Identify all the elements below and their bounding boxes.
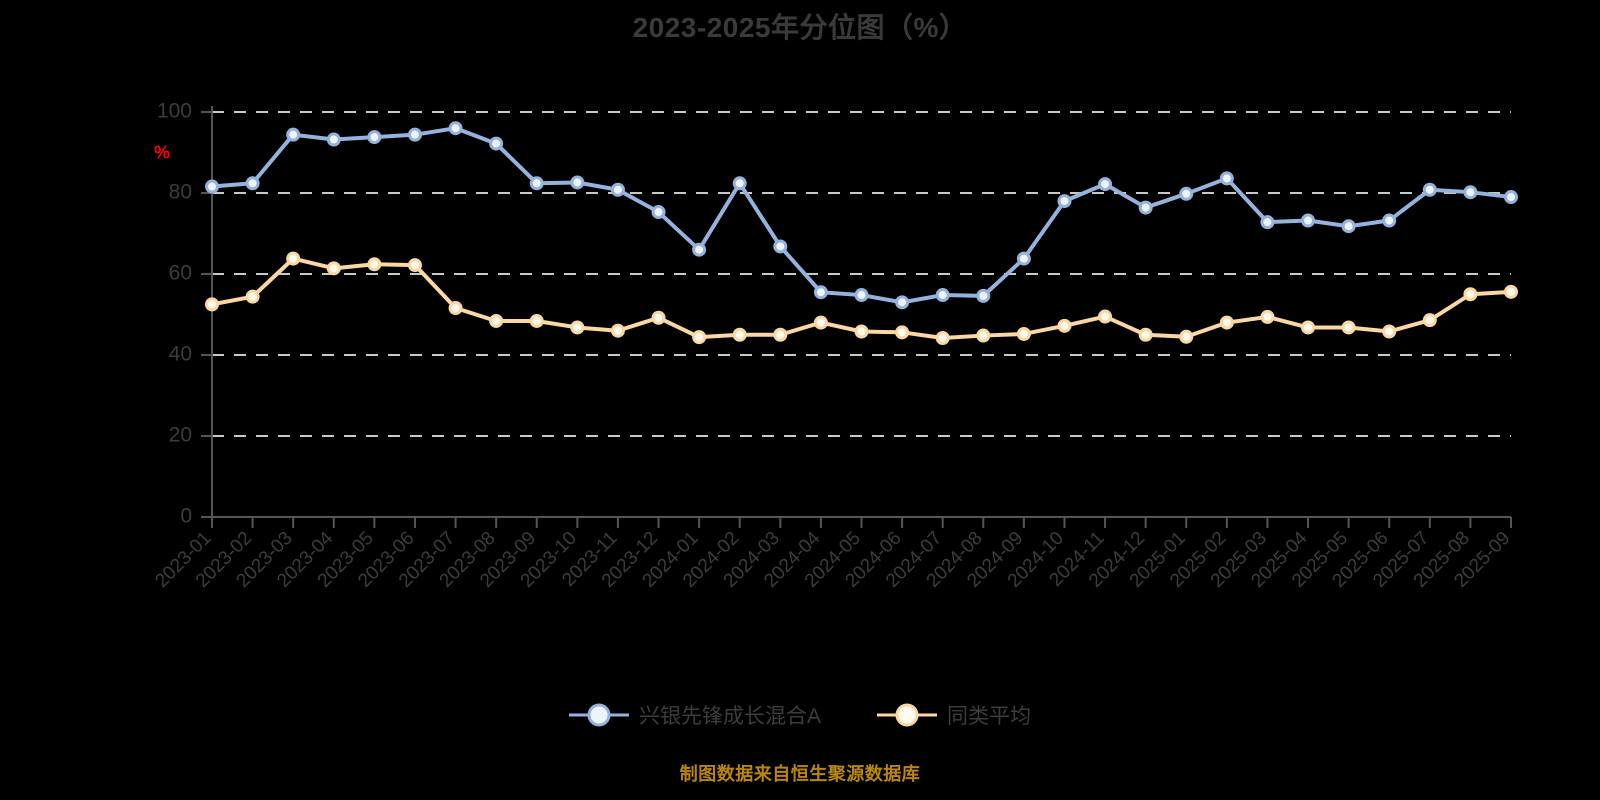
data-point[interactable]	[732, 327, 747, 342]
data-source-note: 制图数据来自恒生聚源数据库	[679, 764, 921, 784]
y-axis-tick-label: 0	[180, 505, 192, 528]
data-point[interactable]	[448, 301, 463, 316]
data-point[interactable]	[367, 257, 382, 272]
data-point[interactable]	[1504, 284, 1518, 299]
data-point[interactable]	[1504, 190, 1518, 205]
data-point[interactable]	[570, 320, 585, 335]
data-point[interactable]	[367, 130, 382, 145]
data-point[interactable]	[976, 328, 991, 343]
data-point[interactable]	[610, 323, 625, 338]
data-point[interactable]	[773, 327, 788, 342]
data-point[interactable]	[1179, 186, 1194, 201]
chart-legend: 兴银先锋成长混合A 同类平均	[0, 700, 1600, 730]
data-point[interactable]	[407, 258, 422, 273]
data-point[interactable]	[1219, 315, 1234, 330]
data-point[interactable]	[610, 182, 625, 197]
data-point[interactable]	[245, 176, 260, 191]
data-point[interactable]	[326, 132, 341, 147]
data-point[interactable]	[245, 289, 260, 304]
data-point[interactable]	[692, 330, 707, 345]
data-point[interactable]	[489, 313, 504, 328]
data-point[interactable]	[1179, 329, 1194, 344]
data-point[interactable]	[935, 288, 950, 303]
data-point[interactable]	[448, 121, 463, 136]
y-axis-tick-label: 40	[169, 343, 192, 366]
data-point[interactable]	[813, 315, 828, 330]
data-point[interactable]	[1301, 213, 1316, 228]
data-point[interactable]	[1463, 287, 1478, 302]
data-point[interactable]	[570, 175, 585, 190]
data-point[interactable]	[1219, 171, 1234, 186]
data-point[interactable]	[1422, 182, 1437, 197]
percentile-line-chart: 020406080100%2023-012023-022023-032023-0…	[151, 100, 1518, 592]
data-point[interactable]	[1382, 213, 1397, 228]
legend-label-fund: 兴银先锋成长混合A	[638, 705, 821, 728]
data-point[interactable]	[854, 324, 869, 339]
data-point[interactable]	[813, 285, 828, 300]
data-point[interactable]	[651, 310, 666, 325]
data-point[interactable]	[1341, 320, 1356, 335]
data-point[interactable]	[1382, 324, 1397, 339]
data-point[interactable]	[286, 251, 301, 266]
data-point[interactable]	[1138, 200, 1153, 215]
data-point[interactable]	[407, 127, 422, 142]
data-point[interactable]	[1098, 309, 1113, 324]
data-point[interactable]	[529, 176, 544, 191]
y-axis-tick-label: 80	[169, 181, 192, 204]
data-point[interactable]	[1260, 215, 1275, 230]
series-line-0	[210, 126, 1513, 305]
data-point[interactable]	[976, 288, 991, 303]
data-point[interactable]	[529, 313, 544, 328]
data-point[interactable]	[286, 127, 301, 142]
legend-item-fund[interactable]: 兴银先锋成长混合A	[568, 700, 821, 730]
data-point[interactable]	[1016, 326, 1031, 341]
y-axis-tick-label: 100	[157, 100, 192, 123]
data-point[interactable]	[1463, 185, 1478, 200]
data-point[interactable]	[732, 176, 747, 191]
data-point[interactable]	[854, 288, 869, 303]
y-axis-unit-label: %	[154, 143, 170, 163]
legend-marker-fund	[568, 703, 629, 727]
legend-marker-peer-average	[877, 703, 937, 727]
legend-item-peer-average[interactable]: 同类平均	[877, 700, 1031, 730]
data-point[interactable]	[205, 297, 219, 312]
data-point[interactable]	[1138, 327, 1153, 342]
data-point[interactable]	[1260, 309, 1275, 324]
data-point[interactable]	[1098, 177, 1113, 192]
data-point[interactable]	[1301, 320, 1316, 335]
data-point[interactable]	[773, 239, 788, 254]
page-title: 2023-2025年分位图（%）	[632, 12, 968, 43]
data-point[interactable]	[935, 330, 950, 345]
data-point[interactable]	[1057, 318, 1072, 333]
legend-label-peer-average: 同类平均	[947, 705, 1031, 728]
data-point[interactable]	[205, 179, 219, 194]
data-point[interactable]	[1057, 194, 1072, 209]
data-point[interactable]	[1422, 313, 1437, 328]
data-point[interactable]	[692, 242, 707, 257]
data-point[interactable]	[895, 295, 910, 310]
y-axis-tick-label: 20	[169, 424, 192, 447]
y-axis-tick-label: 60	[169, 262, 192, 285]
data-point[interactable]	[489, 136, 504, 151]
data-point[interactable]	[895, 325, 910, 340]
data-point[interactable]	[651, 205, 666, 220]
data-point[interactable]	[1341, 219, 1356, 234]
data-point[interactable]	[1016, 251, 1031, 266]
data-point[interactable]	[326, 261, 341, 276]
